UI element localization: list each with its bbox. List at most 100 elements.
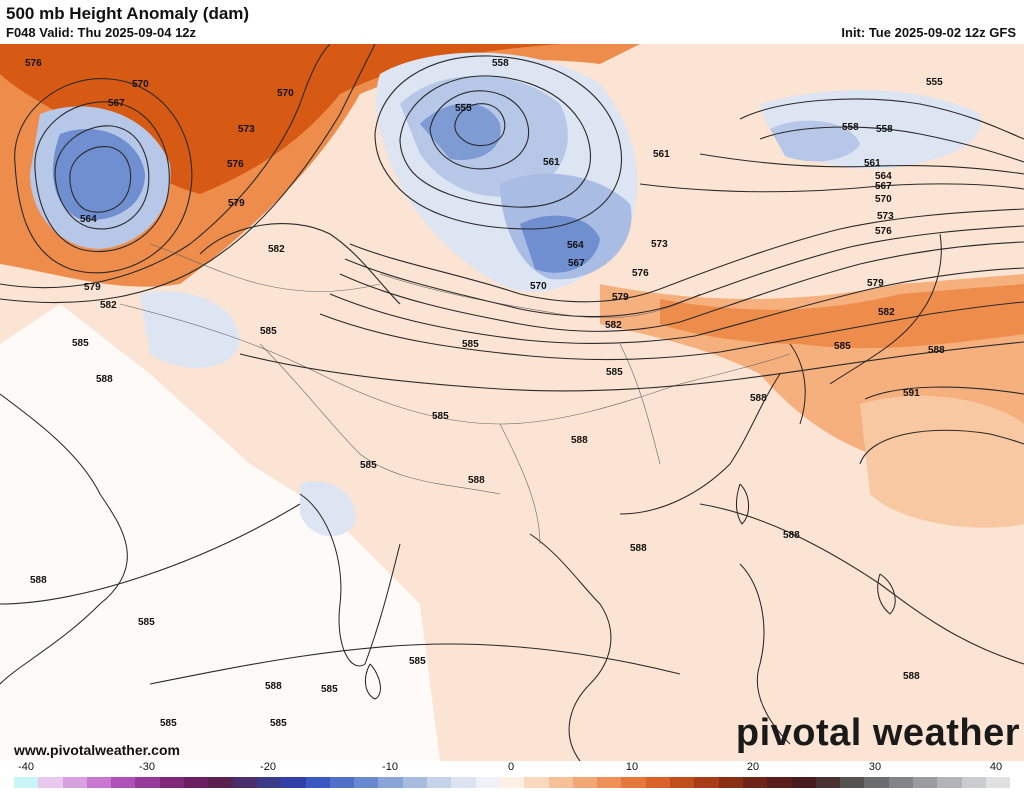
contour-label: 570 [875, 194, 892, 205]
contour-label: 576 [227, 159, 244, 170]
contour-588-se [699, 503, 1024, 665]
colorbar-swatch [524, 777, 549, 788]
arabia-coast [0, 393, 128, 685]
contour-label: 570 [132, 79, 149, 90]
contour-label: 585 [138, 617, 155, 628]
colorbar-swatch [86, 777, 112, 788]
colorbar-swatch [670, 777, 695, 788]
contour-label: 585 [409, 656, 426, 667]
colorbar-swatch [548, 777, 573, 788]
contour-label: 567 [568, 258, 585, 269]
height-contours [0, 44, 1024, 685]
contour-label: 585 [260, 326, 277, 337]
colorbar-swatch [767, 777, 792, 788]
contour-564-ne [639, 183, 1024, 193]
contour-585-east [239, 341, 1024, 392]
contour-label: 588 [630, 543, 647, 554]
colorbar-tick: -40 [18, 761, 34, 773]
colorbar-swatch [742, 777, 768, 788]
border-line-5 [499, 423, 541, 545]
sri-lanka [364, 663, 381, 700]
website-url: www.pivotalweather.com [14, 742, 180, 758]
contour-label: 582 [878, 307, 895, 318]
philippines [739, 563, 791, 745]
colorbar-swatch [597, 777, 622, 788]
contour-label: 564 [875, 171, 892, 182]
contour-label: 588 [96, 374, 113, 385]
contour-label: 582 [100, 300, 117, 311]
contour-label: 582 [605, 320, 622, 331]
map-title: 500 mb Height Anomaly (dam) [6, 4, 250, 23]
contour-label: 573 [238, 124, 255, 135]
colorbar-swatch [305, 777, 330, 788]
colorbar-swatch [621, 777, 646, 788]
guam-region [877, 573, 896, 615]
contour-label: 585 [462, 339, 479, 350]
colorbar-swatch [451, 777, 476, 788]
colorbar-swatch [985, 777, 1011, 788]
colorbar-swatch [111, 777, 136, 788]
colorbar-swatch [159, 777, 185, 788]
contour-label: 567 [108, 98, 125, 109]
contour-labels: 576 570 567 564 570 573 576 579 582 579 … [25, 58, 945, 729]
pale-blue-central-asia [140, 291, 240, 368]
colorbar-swatch [572, 777, 598, 788]
contour-label: 564 [567, 240, 584, 251]
colorbar-tick: -10 [382, 761, 398, 773]
colorbar-swatch [718, 777, 743, 788]
contour-label: 585 [160, 718, 177, 729]
contour-label: 579 [84, 282, 101, 293]
contour-low-west-outer [14, 78, 193, 274]
contour-central-3 [429, 90, 530, 170]
korea [789, 343, 806, 425]
colorbar-swatch [14, 777, 39, 788]
taiwan [736, 483, 749, 525]
contour-central-2 [399, 75, 591, 208]
colorbar-swatch [135, 777, 160, 788]
contour-588-west [0, 503, 301, 605]
contour-label: 576 [25, 58, 42, 69]
contour-570-east [349, 208, 1024, 303]
colorbar-ticks: -40 -30 -20 -10 0 10 20 30 40 [0, 761, 1024, 777]
contour-label: 585 [834, 341, 851, 352]
contour-label: 582 [268, 244, 285, 255]
colorbar-tick: 10 [625, 761, 639, 773]
contour-label: 561 [653, 149, 670, 160]
height-anomaly-map: 576 570 567 564 570 573 576 579 582 579 … [0, 44, 1024, 761]
trough-mongolia-core [520, 215, 600, 273]
valid-time: F048 Valid: Thu 2025-09-04 12z [6, 25, 197, 40]
contour-label: 585 [72, 338, 89, 349]
colorbar [14, 777, 1011, 788]
contour-label: 585 [606, 367, 623, 378]
india-coast [299, 493, 401, 667]
contour-576-east [339, 241, 1024, 332]
contour-585-south [149, 643, 681, 685]
border-line-6 [619, 343, 661, 465]
contour-central-outer [374, 55, 622, 230]
colorbar-swatch [645, 777, 671, 788]
contour-label: 561 [543, 157, 560, 168]
contour-label: 573 [651, 239, 668, 250]
contour-label: 570 [277, 88, 294, 99]
contour-label: 579 [867, 278, 884, 289]
colorbar-swatch [354, 777, 379, 788]
contour-label: 588 [265, 681, 282, 692]
colorbar-swatch [840, 777, 865, 788]
colorbar-tick: 0 [507, 761, 515, 773]
low-west-core [52, 128, 145, 220]
contour-low-west-4 [69, 146, 132, 213]
contour-591 [864, 386, 1024, 400]
contour-west-576 [0, 44, 376, 304]
init-time: Init: Tue 2025-09-02 12z GFS [841, 25, 1016, 40]
colorbar-swatch [791, 777, 816, 788]
colorbar-swatch [62, 777, 87, 788]
contour-label: 588 [571, 435, 588, 446]
colorbar-swatch [961, 777, 986, 788]
china-coast [619, 373, 781, 515]
colorbar-swatch [694, 777, 719, 788]
colorbar-swatch [937, 777, 962, 788]
colorbar-tick: 30 [868, 761, 882, 773]
contour-label: 588 [750, 393, 767, 404]
colorbar-swatch [256, 777, 282, 788]
contour-label: 588 [30, 575, 47, 586]
